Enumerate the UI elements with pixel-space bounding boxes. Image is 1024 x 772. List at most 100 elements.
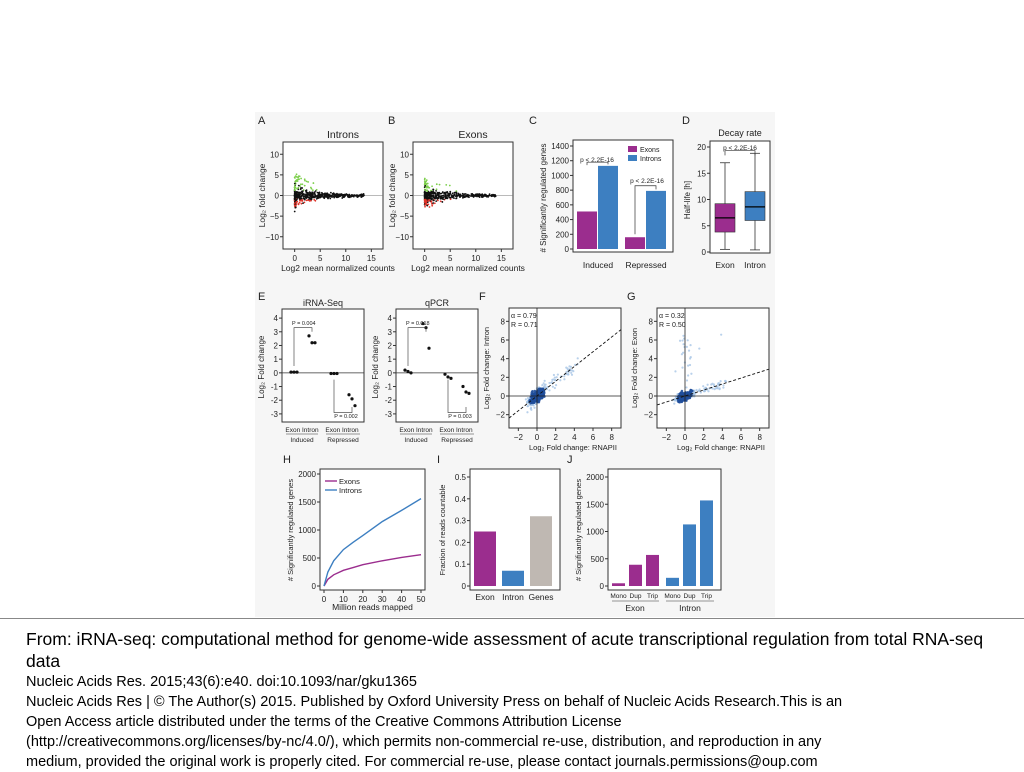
data-point (308, 199, 311, 202)
data-point (425, 200, 428, 203)
data-point (295, 195, 297, 198)
x-axis-H-tick-label: 10 (339, 595, 348, 604)
data-point (716, 387, 720, 390)
data-point (540, 388, 544, 392)
data-point (471, 193, 474, 196)
data-point (680, 389, 684, 393)
x-axis-H-tick-label: 40 (397, 595, 406, 604)
data-point (553, 378, 557, 382)
data-point (459, 196, 461, 199)
y-axis-A-tick-label: −5 (270, 212, 280, 221)
data-point (436, 191, 439, 194)
data-point (294, 177, 296, 179)
data-point (319, 196, 322, 199)
data-point (317, 195, 320, 198)
data-point (467, 391, 471, 395)
data-point (487, 194, 490, 197)
y-label-B: Log₂ fold change (387, 163, 397, 227)
panel-letter-G: G (627, 291, 636, 303)
y-axis-F-tick-label: 0 (501, 392, 506, 401)
caption-citation: Nucleic Acids Res. 2015;43(6):e40. doi:1… (26, 674, 417, 690)
data-point (563, 378, 566, 381)
data-point (456, 195, 458, 198)
data-point (296, 200, 299, 203)
data-point (360, 196, 363, 198)
bar-exons-repressed (625, 237, 645, 249)
data-point (465, 195, 468, 197)
data-point (299, 183, 302, 186)
data-point (313, 198, 316, 201)
data-point (543, 383, 546, 387)
x-axis-F-tick-label: 2 (553, 433, 558, 442)
legend-label-exons: Exons (640, 147, 660, 154)
data-point (425, 202, 428, 205)
data-point (307, 334, 311, 338)
y-label-H: # Significantly regulated genes (286, 479, 295, 581)
bracket-induced (586, 161, 609, 166)
data-point (329, 371, 333, 376)
data-point (311, 192, 314, 195)
data-point (554, 384, 558, 387)
data-point (336, 194, 339, 197)
data-point (681, 339, 684, 342)
data-point (548, 381, 551, 385)
data-point (438, 191, 441, 194)
x-label-intron-trip: Trip (701, 593, 712, 600)
legend-label-introns: Introns (640, 156, 662, 163)
pvalue-E1-induced: P = 0.004 (292, 321, 316, 327)
data-point (686, 339, 689, 342)
y-axis-B-tick-label: 0 (405, 192, 410, 201)
x-axis-B-tick-label: 5 (448, 254, 453, 263)
data-point (423, 190, 426, 193)
data-point (329, 197, 332, 200)
y-label-E1: Log₂ Fold change (257, 335, 266, 398)
data-point (289, 370, 293, 374)
y-axis-D-tick-label: 15 (697, 169, 706, 178)
y-axis-G-tick-label: 6 (649, 336, 654, 345)
data-point (313, 196, 316, 199)
y-axis-F-tick-label: 4 (501, 355, 506, 364)
data-point (537, 397, 541, 400)
y-axis-C-tick-label: 1200 (551, 157, 569, 166)
data-point (426, 194, 428, 197)
data-point (699, 391, 702, 394)
panel-subtitle-E1: iRNA-Seq (303, 298, 343, 308)
data-point (692, 392, 695, 395)
data-point (360, 194, 363, 197)
bar-introns-repressed (646, 190, 666, 249)
y-axis-D-tick-label: 0 (702, 248, 707, 257)
data-point (533, 406, 536, 409)
data-point (435, 188, 438, 191)
y-axis-I-tick-label: 0 (462, 582, 467, 591)
data-point (678, 339, 682, 342)
data-point (349, 196, 351, 199)
data-point (297, 184, 300, 187)
data-point (294, 180, 297, 183)
data-point (720, 333, 723, 336)
data-point (454, 191, 457, 194)
y-axis-C-tick-label: 1400 (551, 142, 569, 151)
data-point (349, 195, 351, 197)
x-label-intron: Intron (502, 592, 524, 602)
y-axis-E2-tick-label: 4 (388, 314, 393, 323)
regression-line-F (508, 329, 622, 419)
panel-letter-J: J (567, 454, 573, 466)
data-point (680, 353, 683, 356)
x-label-E1-repressed: Exon Intron (325, 427, 359, 434)
data-point (674, 370, 677, 373)
data-point (362, 193, 365, 195)
panel-title-D: Decay rate (718, 128, 762, 138)
data-point (468, 194, 471, 197)
data-point (449, 196, 451, 199)
y-axis-E1-tick-label: 1 (274, 355, 279, 364)
data-point (674, 399, 677, 402)
caption-license-3: (http://creativecommons.org/licenses/by-… (26, 734, 822, 750)
y-axis-I-tick-label: 0.1 (455, 560, 467, 569)
data-point (430, 200, 433, 203)
data-point (305, 196, 308, 199)
data-point (307, 199, 309, 202)
data-point (297, 194, 300, 197)
y-label-E2: Log₂ Fold change (371, 335, 380, 398)
y-axis-G-tick-label: 4 (649, 355, 654, 364)
data-point (423, 195, 426, 198)
